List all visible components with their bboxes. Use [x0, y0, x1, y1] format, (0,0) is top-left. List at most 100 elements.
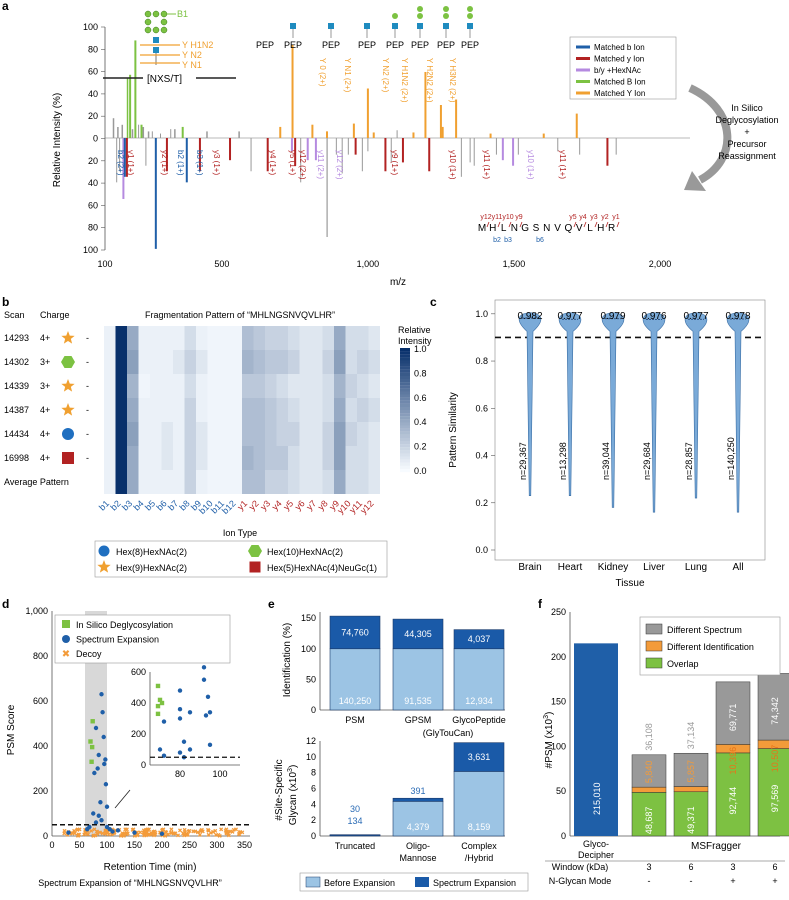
bar-value-label: 74,760: [341, 627, 369, 637]
y-tick-label: 80: [88, 223, 98, 233]
spectrum-peak: [112, 118, 115, 138]
heatmap-cell: [253, 398, 265, 422]
heatmap-cell: [196, 326, 208, 350]
decoy-point: ✖: [150, 831, 155, 838]
heatmap-cell: [368, 470, 380, 494]
spectrum-peak: [119, 138, 121, 172]
fragment-annotation: b2 (2+): [116, 150, 125, 176]
deglycosylation-point: [155, 711, 161, 717]
colorbar-segment: [400, 403, 410, 407]
y-ion-marker: y2: [601, 214, 609, 221]
spectrum-peak: [512, 138, 515, 166]
decoy-point: ✖: [199, 827, 204, 834]
spectrum-expansion-point: [177, 688, 183, 693]
decoy-point: ✖: [86, 831, 91, 838]
decoy-point: ✖: [198, 829, 203, 836]
decoy-point: ✖: [224, 830, 229, 837]
spectrum-peak: [165, 138, 168, 172]
spectrum-peak: [579, 138, 581, 155]
decoy-point: ✖: [77, 826, 82, 833]
heatmap-cell: [104, 470, 116, 494]
sample-size: n=29,684: [642, 442, 652, 480]
tissue-label: Heart: [558, 562, 583, 573]
sequence-residue: M: [478, 223, 486, 234]
bar-value-label: 5,840: [644, 761, 654, 784]
panel-c-ylabel: Pattern Similarity: [448, 392, 459, 468]
glycan-star-icon: [61, 379, 75, 392]
spectrum-expansion-point: [205, 694, 211, 699]
category-label: Truncated: [335, 841, 375, 851]
inset-y-tick: 0: [141, 760, 146, 770]
sequon-motif: [NXS/T]: [147, 74, 182, 85]
heatmap-cell: [207, 398, 219, 422]
spectrum-expansion-point: [96, 813, 101, 818]
spectrum-peak: [294, 138, 297, 166]
glycan-hexagon-icon: [61, 356, 75, 368]
spectrum-peak: [372, 132, 375, 138]
heatmap-cell: [242, 326, 254, 350]
spectrum-expansion-point: [96, 752, 101, 758]
heatmap-cell: [138, 350, 150, 374]
heatmap-cell: [150, 326, 162, 350]
glycan-star-icon: [97, 560, 111, 573]
arrow-caption: In Silico: [731, 103, 763, 113]
cleavage-mark: [486, 221, 490, 228]
decoy-point: ✖: [112, 830, 117, 837]
heatmap-cell: [345, 422, 357, 446]
category-label: PSM: [345, 715, 365, 725]
decoy-point: ✖: [217, 833, 222, 840]
legend-label: Spectrum Expansion: [433, 878, 516, 888]
heatmap-cell: [184, 446, 196, 470]
bar-spectrum-expansion: [453, 629, 505, 650]
decoy-point: ✖: [75, 827, 80, 834]
y-ion-annotation: Y N1 (2+): [343, 58, 352, 93]
heatmap-cell: [253, 326, 265, 350]
sequence-residue: L: [587, 223, 593, 234]
fragment-annotation: y10 (1+): [448, 150, 457, 180]
row-window-label: Window (kDa): [552, 862, 609, 872]
legend-swatch: [645, 640, 663, 652]
colorbar-segment: [400, 357, 410, 361]
y-ion-annotation: Y N2 (2+): [381, 58, 390, 93]
scan-id: 14387: [4, 405, 29, 415]
median-value: 0.976: [641, 311, 666, 322]
decoy-point: ✖: [94, 829, 99, 836]
heatmap-cell: [265, 350, 277, 374]
charge-state: 3+: [40, 357, 50, 367]
fragment-annotation: y3 (1+): [212, 150, 221, 175]
decoy-point: ✖: [169, 830, 174, 837]
legend-label: In Silico Deglycosylation: [76, 620, 173, 630]
legend-swatch: [415, 877, 429, 887]
cleavage-mark: [616, 221, 620, 228]
colorbar-segment: [400, 465, 410, 469]
scan-id: 16998: [4, 453, 29, 463]
fragment-annotation: y10 (1+): [526, 150, 535, 180]
spectrum-peak: [117, 127, 119, 138]
heatmap-cell: [219, 470, 231, 494]
panel-e-legend: Before Expansion Spectrum Expansion: [299, 872, 529, 892]
decoy-point: ✖: [226, 831, 231, 838]
hexose-icon: [392, 13, 398, 19]
decoy-point: ✖: [83, 830, 88, 837]
heatmap-cell: [242, 350, 254, 374]
bar-value-label: 44,305: [404, 629, 432, 639]
bar-spectrum-expansion: [392, 797, 444, 802]
colorbar-tick: 1.0: [414, 344, 427, 354]
heatmap-cell: [184, 350, 196, 374]
heatmap-cell: [322, 470, 334, 494]
hexose-icon: [443, 13, 449, 19]
heatmap-cell: [357, 446, 369, 470]
decoy-point: ✖: [159, 827, 164, 834]
heatmap-cell: [322, 326, 334, 350]
decoy-point: ✖: [147, 826, 152, 833]
decoy-point: ✖: [191, 828, 196, 835]
colorbar-title: Intensity: [398, 336, 432, 346]
panel-a-legend: Matched b Ion Matched y Ion b/y +HexNAc Mat…: [569, 36, 677, 100]
violin-shape: [684, 312, 708, 499]
panel-d-xlabel: Retention Time (min): [104, 862, 197, 873]
panel-d: d PSM Score Retention Time (min) Spectru…: [2, 597, 252, 888]
spectrum-peak: [122, 138, 125, 199]
heatmap-cell: [138, 398, 150, 422]
legend-label: Matched B Ion: [594, 78, 646, 87]
decoy-point: ✖: [100, 830, 105, 837]
